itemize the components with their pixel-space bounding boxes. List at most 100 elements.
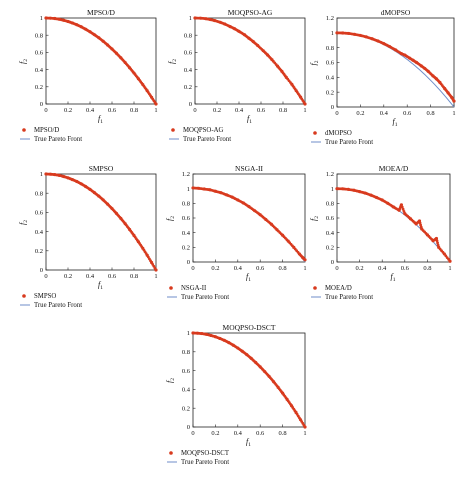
y-tick-label: 0.2 — [182, 245, 190, 252]
y-tick-label: 0.6 — [182, 215, 191, 222]
plot-frame — [45, 17, 157, 105]
y-axis-label: f2 — [165, 216, 176, 221]
chart-title: MOEA/D — [379, 164, 409, 173]
x-tick-label: 0.8 — [130, 273, 138, 280]
y-tick-label: 0.4 — [184, 67, 193, 74]
x-tick-label: 1 — [448, 265, 451, 272]
x-tick-label: 1 — [452, 110, 455, 117]
chart-title: MOQPSO-AG — [228, 8, 273, 17]
y-tick-label: 1.2 — [182, 171, 190, 178]
y-axis-label: f2 — [309, 216, 320, 221]
x-tick-label: 0.6 — [403, 110, 412, 117]
x-tick-label: 1 — [154, 107, 157, 114]
legend-label: dMOPSO — [325, 130, 352, 137]
plot-frame — [336, 17, 455, 108]
y-tick-label: 0.8 — [184, 32, 192, 39]
y-tick-label: 0.6 — [182, 368, 191, 375]
y-tick-label: 0.4 — [182, 230, 191, 237]
legend-label: True Pareto Front — [325, 294, 373, 301]
chart-title: NSGA-II — [235, 164, 263, 173]
legend-label: MOQPSO-DSCT — [181, 450, 230, 457]
point-series — [335, 31, 456, 103]
y-axis-label: f2 — [309, 60, 320, 65]
y-tick-label: 0.6 — [326, 60, 335, 67]
x-tick-label: 0.8 — [279, 265, 287, 272]
point-series — [191, 331, 307, 429]
chart-panel: MOQPSO-DSCT 0 0.2 0.4 0.6 0.8 1 0 0.2 0.4 0.6 0.8 1 f… — [165, 323, 307, 466]
point-series — [191, 186, 307, 262]
x-tick-label: 0.8 — [130, 107, 138, 114]
data-point — [154, 268, 158, 272]
true-pareto-front-line — [45, 173, 157, 271]
data-point — [399, 203, 404, 207]
y-tick-label: 0 — [40, 267, 43, 274]
y-axis-label: f2 — [165, 378, 176, 383]
x-tick-label: 0.2 — [211, 430, 219, 437]
chart-panel: SMPSO 0 0.2 0.4 0.6 0.8 1 0 0.2 0.4 0.6 0.8 1 f1 f2 SMP… — [18, 164, 158, 309]
chart-panel: MOEA/D 0 0.2 0.4 0.6 0.8 1 0 0.2 0.4 0.6 0.8 1 1.2 f1 f… — [309, 164, 452, 301]
chart-panel: MOQPSO-AG 0 0.2 0.4 0.6 0.8 1 0 0.2 0.4 0.6 0.8 1 f1 f… — [167, 8, 307, 143]
y-tick-label: 1 — [40, 15, 43, 22]
point-series — [193, 16, 307, 106]
x-tick-label: 0.4 — [380, 110, 389, 117]
y-tick-label: 0.4 — [326, 75, 335, 82]
x-tick-label: 1 — [154, 273, 157, 280]
x-axis-label: f1 — [246, 437, 251, 448]
legend-label: SMPSO — [34, 293, 56, 300]
y-tick-label: 0.8 — [326, 45, 334, 52]
point-series — [44, 16, 158, 106]
y-tick-label: 0.2 — [35, 248, 43, 255]
y-tick-label: 0.6 — [184, 50, 193, 57]
x-tick-label: 1 — [303, 107, 306, 114]
chart-panel: dMOPSO 0 0.2 0.4 0.6 0.8 1 0 0.2 0.4 0.6 0.8 1 1.2 f1 f… — [309, 8, 456, 146]
x-tick-label: 0 — [44, 273, 47, 280]
data-point — [448, 259, 452, 263]
x-tick-label: 0.4 — [86, 273, 95, 280]
x-tick-label: 0.2 — [213, 107, 221, 114]
chart-title: MOQPSO-DSCT — [223, 323, 276, 332]
x-tick-label: 0.4 — [235, 107, 244, 114]
x-tick-label: 0 — [193, 107, 196, 114]
legend-label: MOQPSO-AG — [183, 127, 224, 134]
chart-panel: MPSO/D 0 0.2 0.4 0.6 0.8 1 0 0.2 0.4 0.6 0.8 1 f1 f2 MP… — [18, 8, 158, 143]
y-tick-label: 0.8 — [35, 190, 43, 197]
x-axis-label: f1 — [247, 114, 252, 125]
y-tick-label: 0.8 — [182, 349, 190, 356]
y-tick-label: 1 — [187, 186, 190, 193]
y-tick-label: 0.2 — [35, 84, 43, 91]
true-pareto-front-line — [192, 332, 306, 428]
y-tick-label: 0.6 — [326, 215, 335, 222]
legend-point-icon — [171, 128, 175, 132]
data-point — [436, 241, 439, 245]
y-axis-label: f2 — [167, 59, 178, 64]
x-tick-label: 0 — [335, 110, 338, 117]
point-series — [44, 172, 158, 272]
x-tick-label: 0.4 — [234, 430, 243, 437]
x-tick-label: 0.8 — [279, 430, 287, 437]
plot-frame — [194, 17, 306, 105]
x-tick-label: 0.6 — [401, 265, 410, 272]
x-axis-label: f1 — [393, 117, 398, 128]
x-tick-label: 0.8 — [423, 265, 431, 272]
legend-label: MPSO/D — [34, 127, 59, 134]
data-point — [401, 207, 405, 211]
y-tick-label: 0.8 — [182, 201, 190, 208]
x-tick-label: 1 — [303, 265, 306, 272]
data-point — [452, 99, 456, 103]
x-tick-label: 0 — [191, 265, 194, 272]
legend-label: MOEA/D — [325, 285, 352, 292]
y-tick-label: 0 — [331, 259, 334, 266]
data-point — [303, 258, 307, 262]
x-tick-label: 0.4 — [234, 265, 243, 272]
y-tick-label: 0.6 — [35, 210, 44, 217]
x-tick-label: 0 — [44, 107, 47, 114]
x-axis-label: f1 — [391, 272, 396, 283]
y-tick-label: 1.2 — [326, 15, 334, 22]
y-axis-label: f2 — [18, 220, 29, 225]
true-pareto-front-line — [194, 17, 306, 105]
legend-point-icon — [169, 286, 173, 290]
x-axis-label: f1 — [98, 280, 103, 291]
plot-frame — [192, 332, 306, 428]
y-tick-label: 0.4 — [326, 230, 335, 237]
